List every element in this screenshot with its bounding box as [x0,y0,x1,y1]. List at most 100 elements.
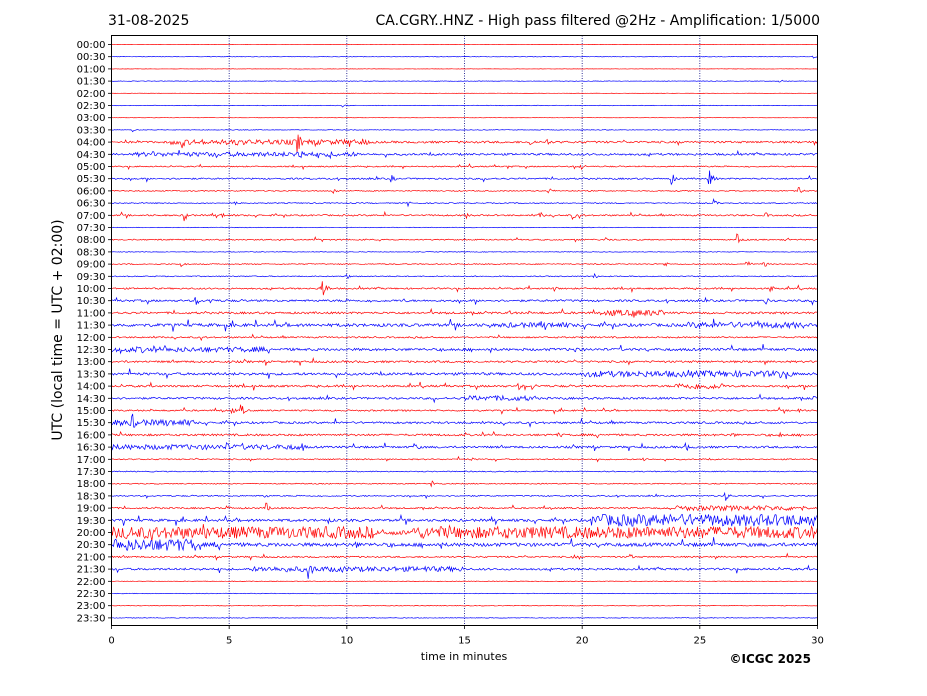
trace-1130 [111,318,818,332]
y-tick-label: 15:30 [77,418,106,429]
y-tick-label: 07:30 [77,223,106,234]
y-tick-label: 16:30 [77,443,106,454]
y-tick-label: 02:00 [77,89,106,100]
y-tick-label: 01:30 [77,77,106,88]
trace-2130 [111,564,818,579]
trace-1600 [111,430,818,439]
y-tick-label: 06:00 [77,186,106,197]
y-tick-label: 08:00 [77,235,106,246]
x-tick-label: 10 [340,636,353,647]
x-tick-label: 0 [108,636,114,647]
y-tick-label: 23:00 [77,601,106,612]
trace-1330 [111,368,818,380]
y-tick-label: 23:30 [77,613,106,624]
trace-0700 [111,210,818,222]
y-tick-label: 12:30 [77,345,106,356]
trace-2100 [111,552,818,561]
y-tick-label: 16:00 [77,430,106,441]
trace-0800 [111,233,818,244]
trace-1930 [111,513,818,527]
y-tick-label: 14:00 [77,382,106,393]
trace-1300 [111,356,818,366]
y-tick-label: 22:30 [77,589,106,600]
trace-1530 [111,413,818,428]
y-tick-label: 18:00 [77,479,106,490]
y-tick-label: 19:00 [77,504,106,515]
y-tick-label: 21:00 [77,552,106,563]
y-tick-label: 10:00 [77,284,106,295]
y-tick-label: 11:30 [77,321,106,332]
trace-1400 [111,381,818,392]
trace-1030 [111,296,818,306]
y-tick-label: 22:00 [77,577,106,588]
y-tick-label: 09:00 [77,260,106,271]
y-tick-label: 03:30 [77,125,106,136]
trace-1100 [111,307,818,318]
trace-1000 [111,281,818,296]
y-tick-label: 17:30 [77,467,106,478]
y-axis-label: UTC (local time = UTC + 02:00) [50,219,66,440]
x-axis-ticks: 0 5 10 15 20 25 30 [108,625,824,647]
trace-0530 [111,170,818,186]
trace-0630 [111,197,818,208]
x-tick-label: 5 [226,636,232,647]
trace-1830 [111,491,818,501]
trace-0330 [111,129,818,133]
y-tick-label: 04:00 [77,138,106,149]
trace-1700 [111,455,818,463]
y-tick-label: 18:30 [77,491,106,502]
trace-0830 [111,251,818,253]
y-tick-label: 13:30 [77,369,106,380]
trace-0030 [111,55,818,59]
y-tick-label: 17:00 [77,455,106,466]
plot-frame [111,35,818,626]
x-tick-label: 30 [811,636,824,647]
x-tick-label: 20 [576,636,589,647]
y-tick-label: 11:00 [77,308,106,319]
trace-0430 [111,149,818,160]
y-tick-label: 06:30 [77,199,106,210]
copyright-label: ©ICGC 2025 [729,652,811,666]
y-tick-label: 05:00 [77,162,106,173]
y-tick-label: 08:30 [77,247,106,258]
y-tick-label: 00:00 [77,40,106,51]
trace-0600 [111,187,818,195]
trace-1200 [111,333,818,342]
trace-1800 [111,480,818,488]
trace-2200 [111,580,818,582]
trace-1730 [111,470,818,473]
trace-2230 [111,592,818,595]
trace-1500 [111,404,818,415]
trace-2030 [111,537,818,552]
vertical-gridlines [228,35,701,626]
x-tick-label: 15 [458,636,471,647]
y-tick-label: 21:30 [77,565,106,576]
y-tick-label: 01:00 [77,64,106,75]
trace-0500 [111,163,818,171]
trace-1430 [111,393,818,404]
y-tick-label: 20:00 [77,528,106,539]
trace-1900 [111,502,818,512]
y-tick-label: 02:30 [77,101,106,112]
trace-2330 [111,617,818,619]
trace-0900 [111,260,818,268]
y-tick-label: 07:00 [77,211,106,222]
trace-2300 [111,605,818,607]
y-tick-label: 03:00 [77,113,106,124]
y-tick-label: 20:30 [77,540,106,551]
y-tick-label: 04:30 [77,150,106,161]
trace-0400 [111,134,818,153]
y-tick-label: 14:30 [77,394,106,405]
y-tick-label: 09:30 [77,272,106,283]
trace-1230 [111,344,818,355]
x-axis-label: time in minutes [421,650,508,663]
chart-title: CA.CGRY..HNZ - High pass filtered @2Hz -… [376,13,820,29]
y-tick-label: 19:30 [77,516,106,527]
y-tick-label: 05:30 [77,174,106,185]
trace-1630 [111,441,818,452]
y-tick-label: 15:00 [77,406,106,417]
trace-0130 [111,79,818,83]
trace-0230 [111,104,818,108]
y-tick-label: 10:30 [77,296,106,307]
